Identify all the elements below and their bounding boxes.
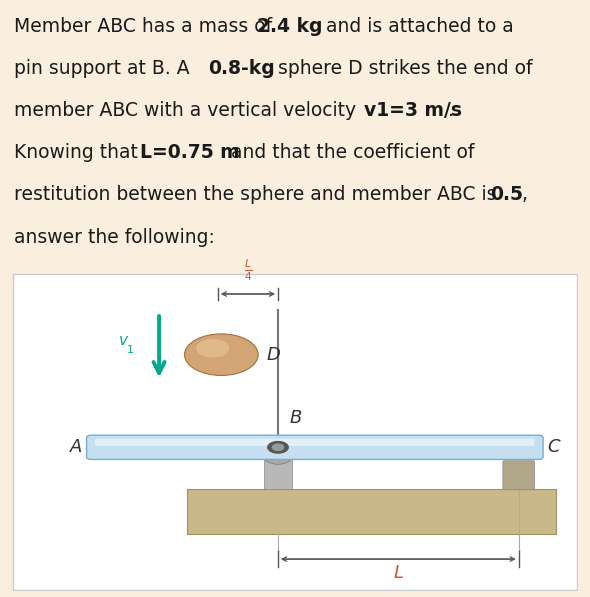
Text: restitution between the sphere and member ABC is: restitution between the sphere and membe… (14, 186, 503, 204)
Text: Knowing that: Knowing that (14, 143, 144, 162)
Circle shape (185, 334, 258, 376)
Circle shape (196, 339, 230, 358)
Text: D: D (267, 346, 281, 364)
FancyBboxPatch shape (188, 489, 556, 534)
Text: ,: , (522, 186, 528, 204)
Text: $L$: $L$ (393, 564, 404, 582)
Text: v: v (119, 333, 128, 348)
Text: Member ABC has a mass of: Member ABC has a mass of (14, 17, 278, 36)
FancyBboxPatch shape (95, 439, 535, 446)
Text: answer the following:: answer the following: (14, 227, 215, 247)
Text: L=0.75 m: L=0.75 m (140, 143, 240, 162)
Circle shape (268, 442, 288, 453)
Text: B: B (289, 408, 301, 426)
Text: A: A (70, 438, 83, 456)
Text: member ABC with a vertical velocity: member ABC with a vertical velocity (14, 101, 362, 120)
FancyBboxPatch shape (14, 274, 576, 590)
Text: and is attached to a: and is attached to a (320, 17, 514, 36)
Text: sphere D strikes the end of: sphere D strikes the end of (271, 59, 532, 78)
Text: $\frac{L}{4}$: $\frac{L}{4}$ (244, 257, 253, 283)
Text: C: C (547, 438, 560, 456)
Text: 1: 1 (127, 345, 133, 355)
Text: pin support at B. A: pin support at B. A (14, 59, 196, 78)
Text: 2.4 kg: 2.4 kg (257, 17, 323, 36)
Text: 0.5: 0.5 (490, 186, 523, 204)
Circle shape (264, 448, 292, 464)
Text: .: . (448, 101, 454, 120)
Text: and that the coefficient of: and that the coefficient of (225, 143, 474, 162)
FancyBboxPatch shape (87, 435, 543, 460)
Text: 0.8-kg: 0.8-kg (208, 59, 275, 78)
FancyBboxPatch shape (264, 457, 292, 489)
Circle shape (273, 444, 284, 451)
FancyBboxPatch shape (503, 461, 535, 490)
Text: v1=3 m/s: v1=3 m/s (364, 101, 462, 120)
